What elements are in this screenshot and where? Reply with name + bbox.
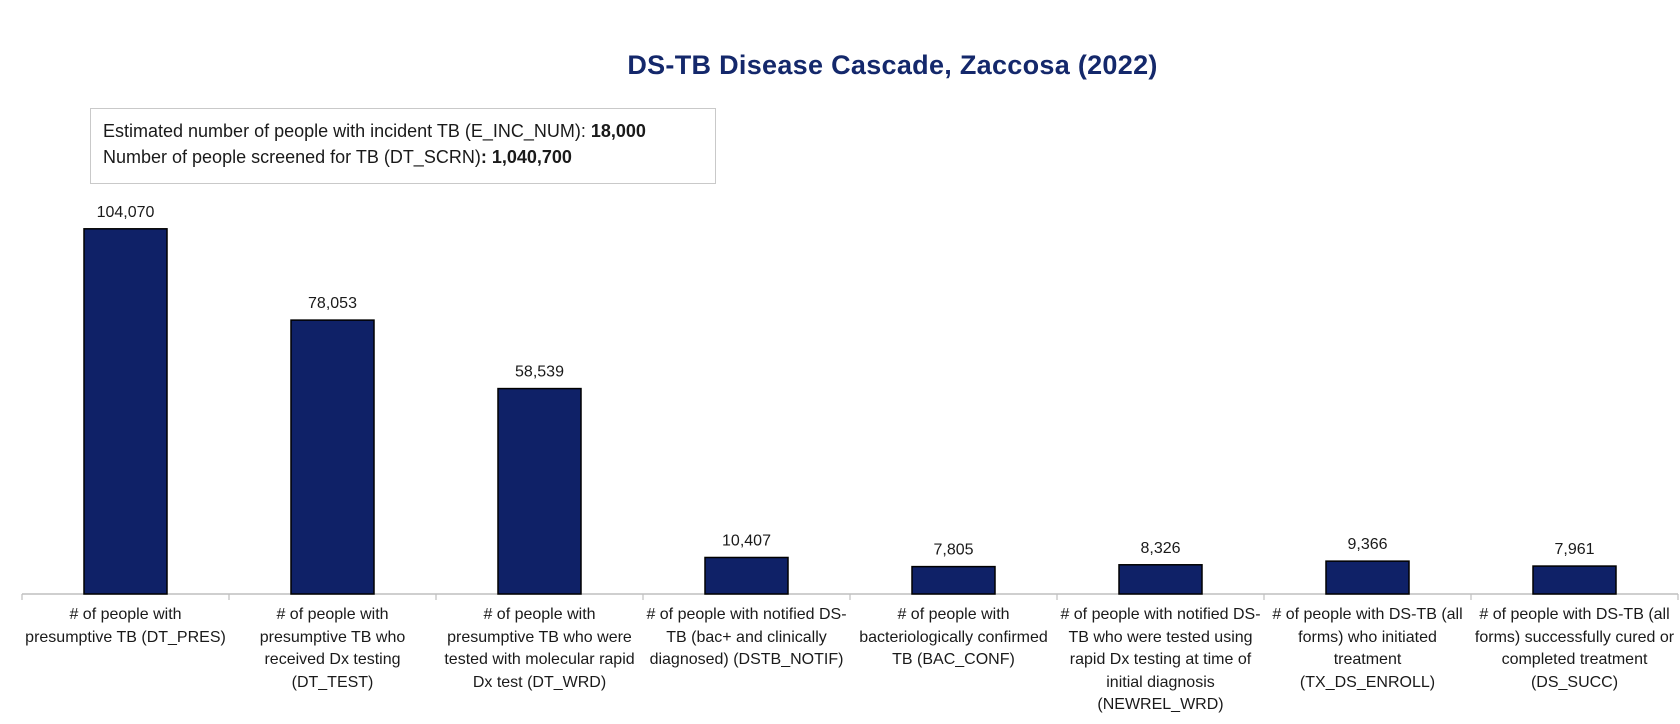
category-label: # of people with presumptive TB who were…	[444, 606, 635, 691]
bar	[1325, 560, 1410, 595]
data-label: 104,070	[97, 204, 155, 221]
incident-tb-label: Estimated number of people with incident…	[103, 121, 586, 141]
bar	[911, 565, 996, 595]
bar	[1118, 564, 1203, 595]
bar	[1532, 565, 1617, 595]
data-label: 7,805	[933, 542, 973, 559]
category-label: # of people with presumptive TB (DT_PRES…	[25, 606, 226, 646]
screened-tb-line: Number of people screened for TB (DT_SCR…	[103, 144, 703, 170]
category-label: # of people with presumptive TB who rece…	[259, 606, 406, 691]
bar	[704, 556, 789, 595]
data-label: 78,053	[308, 295, 357, 312]
incident-tb-value: 18,000	[590, 121, 646, 141]
category-label: # of people with notified DS-TB (bac+ an…	[646, 606, 847, 668]
bar	[290, 319, 375, 595]
screened-tb-separator: :	[480, 147, 487, 167]
data-label: 58,539	[515, 364, 564, 381]
category-label: # of people with notified DS-TB who were…	[1060, 606, 1261, 713]
category-label: # of people with bacteriologically confi…	[859, 606, 1048, 668]
data-label: 8,326	[1140, 540, 1180, 557]
chart-title: DS-TB Disease Cascade, Zaccosa (2022)	[627, 50, 1158, 80]
screened-tb-value: 1,040,700	[491, 147, 572, 167]
category-label: # of people with DS-TB (all forms) succe…	[1474, 606, 1675, 691]
data-label: 10,407	[722, 532, 771, 549]
bar	[83, 228, 168, 595]
data-label: 9,366	[1347, 536, 1387, 553]
category-label: # of people with DS-TB (all forms) who i…	[1272, 606, 1463, 691]
info-box: Estimated number of people with incident…	[90, 108, 716, 184]
bar	[497, 387, 582, 595]
screened-tb-label: Number of people screened for TB (DT_SCR…	[103, 147, 481, 167]
incident-tb-line: Estimated number of people with incident…	[103, 118, 703, 144]
data-label: 7,961	[1554, 541, 1594, 558]
